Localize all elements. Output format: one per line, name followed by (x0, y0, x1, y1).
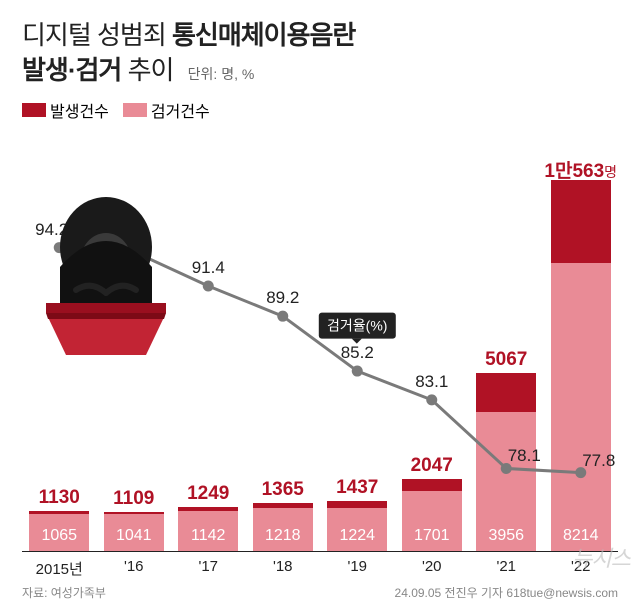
legend-swatch-arrest (123, 103, 147, 117)
pct-label: 89.2 (266, 288, 299, 308)
title-line2-light: 추이 (128, 55, 174, 85)
x-axis-label: 2015년 (22, 552, 97, 579)
bar-value-occurrence: 1만563명 (521, 156, 640, 183)
title-line1-bold: 통신매체이용음란 (172, 20, 355, 50)
bar-value-arrest: 3956 (476, 527, 536, 545)
bar-value-arrest: 1065 (29, 527, 89, 545)
bar-segment-occurrence (327, 501, 387, 508)
pct-label: 85.2 (341, 343, 374, 363)
unit-label: 단위: 명, % (188, 66, 255, 82)
bar-segment-arrest: 1142 (178, 511, 238, 551)
pct-badge: 검거율(%) (319, 313, 395, 339)
chart-column: 20471701 (395, 479, 470, 551)
pct-label: 91.4 (192, 258, 225, 278)
bar-value-arrest: 1701 (402, 527, 462, 545)
bar-segment-arrest: 1224 (327, 508, 387, 551)
title-block: 디지털 성범죄 통신매체이용음란 발생·검거 추이 단위: 명, % (22, 18, 618, 88)
x-axis-label: '17 (171, 552, 246, 579)
chart-column: 14371224 (320, 501, 395, 551)
x-axis-label: '19 (320, 552, 395, 579)
bar-segment-occurrence (402, 479, 462, 491)
legend: 발생건수 검거건수 (22, 98, 618, 122)
bar-value-arrest: 1041 (104, 527, 164, 545)
bar-segment-arrest: 1065 (29, 514, 89, 551)
bar-segment-arrest: 1218 (253, 508, 313, 551)
legend-label-occurrence: 발생건수 (50, 98, 109, 122)
x-axis-label: '18 (246, 552, 321, 579)
bar-segment-occurrence (476, 373, 536, 412)
bar-value-arrest: 1224 (327, 527, 387, 545)
bar-value-arrest: 8214 (551, 527, 611, 545)
infographic-container: 디지털 성범죄 통신매체이용음란 발생·검거 추이 단위: 명, % 발생건수 … (0, 0, 640, 607)
pct-label: 83.1 (415, 372, 448, 392)
x-axis-label: '16 (97, 552, 172, 579)
source-label: 자료: 여성가족부 (22, 584, 106, 601)
x-axis-label: '21 (469, 552, 544, 579)
x-axis-label: '22 (544, 552, 619, 579)
bar-value-arrest: 1142 (178, 527, 238, 545)
chart-column: 12491142 (171, 507, 246, 551)
legend-item-occurrence: 발생건수 (22, 98, 109, 122)
chart-column: 13651218 (246, 503, 321, 551)
title-line1-light: 디지털 성범죄 (22, 20, 166, 50)
hacker-illustration (16, 185, 196, 365)
bar-segment-occurrence (551, 180, 611, 263)
chart-column: 1만563명8214 (544, 180, 619, 551)
x-axis: 2015년'16'17'18'19'20'21'22 (22, 551, 618, 579)
bar-segment-arrest: 1701 (402, 491, 462, 551)
legend-item-arrest: 검거건수 (123, 98, 210, 122)
credit-label: 24.09.05 전진우 기자 618tue@newsis.com (395, 584, 618, 601)
x-axis-label: '20 (395, 552, 470, 579)
bar-value-arrest: 1218 (253, 527, 313, 545)
chart-column: 11091041 (97, 512, 172, 551)
bar-segment-arrest: 1041 (104, 514, 164, 551)
pct-label: 78.1 (508, 446, 541, 466)
legend-label-arrest: 검거건수 (151, 98, 210, 122)
bar-segment-arrest: 8214 (551, 263, 611, 551)
title-line2-bold: 발생·검거 (22, 55, 121, 85)
pct-label: 77.8 (582, 451, 615, 471)
bar-segment-arrest: 3956 (476, 412, 536, 551)
legend-swatch-occurrence (22, 103, 46, 117)
chart-column: 11301065 (22, 511, 97, 551)
